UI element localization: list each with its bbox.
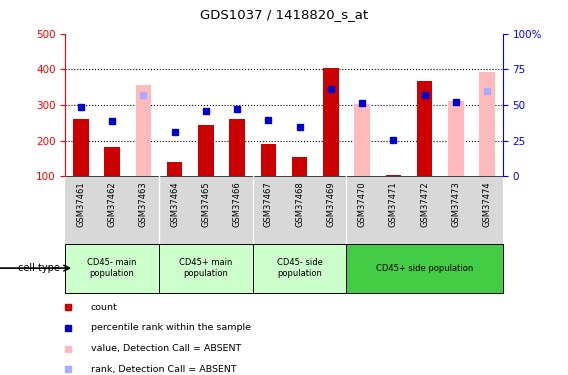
Bar bbox=[167, 162, 182, 176]
Text: GSM37467: GSM37467 bbox=[264, 182, 273, 227]
Bar bbox=[65, 244, 159, 292]
Bar bbox=[448, 102, 463, 176]
Text: CD45+ main
population: CD45+ main population bbox=[179, 258, 232, 278]
Text: GSM37466: GSM37466 bbox=[233, 182, 241, 227]
Bar bbox=[229, 118, 245, 176]
Bar bbox=[292, 158, 307, 176]
Bar bbox=[346, 244, 503, 292]
Text: GSM37473: GSM37473 bbox=[452, 182, 460, 227]
Text: GSM37461: GSM37461 bbox=[77, 182, 85, 227]
Text: cell type: cell type bbox=[18, 263, 60, 273]
Text: GSM37468: GSM37468 bbox=[295, 182, 304, 227]
Bar bbox=[323, 68, 339, 176]
Text: GSM37462: GSM37462 bbox=[108, 182, 116, 227]
Text: GSM37471: GSM37471 bbox=[389, 182, 398, 227]
Text: GSM37465: GSM37465 bbox=[202, 182, 210, 227]
Bar bbox=[159, 244, 253, 292]
Text: GSM37469: GSM37469 bbox=[327, 182, 335, 227]
Text: CD45- side
population: CD45- side population bbox=[277, 258, 323, 278]
Bar bbox=[198, 125, 214, 176]
Text: CD45+ side population: CD45+ side population bbox=[376, 264, 473, 273]
Text: GSM37463: GSM37463 bbox=[139, 182, 148, 227]
Text: count: count bbox=[91, 303, 118, 312]
Text: rank, Detection Call = ABSENT: rank, Detection Call = ABSENT bbox=[91, 365, 236, 374]
Text: GSM37464: GSM37464 bbox=[170, 182, 179, 227]
Bar bbox=[105, 147, 120, 176]
Bar bbox=[479, 72, 495, 176]
Text: CD45- main
population: CD45- main population bbox=[87, 258, 137, 278]
Bar bbox=[354, 104, 370, 176]
Text: percentile rank within the sample: percentile rank within the sample bbox=[91, 324, 251, 333]
Text: value, Detection Call = ABSENT: value, Detection Call = ABSENT bbox=[91, 344, 241, 353]
Text: GSM37472: GSM37472 bbox=[420, 182, 429, 227]
Bar bbox=[417, 81, 432, 176]
Bar bbox=[136, 85, 151, 176]
Text: GSM37470: GSM37470 bbox=[358, 182, 366, 227]
Bar bbox=[73, 118, 89, 176]
Bar bbox=[253, 244, 346, 292]
Text: GDS1037 / 1418820_s_at: GDS1037 / 1418820_s_at bbox=[200, 8, 368, 21]
Bar bbox=[261, 144, 276, 176]
Bar bbox=[386, 175, 401, 176]
Text: GSM37474: GSM37474 bbox=[483, 182, 491, 227]
